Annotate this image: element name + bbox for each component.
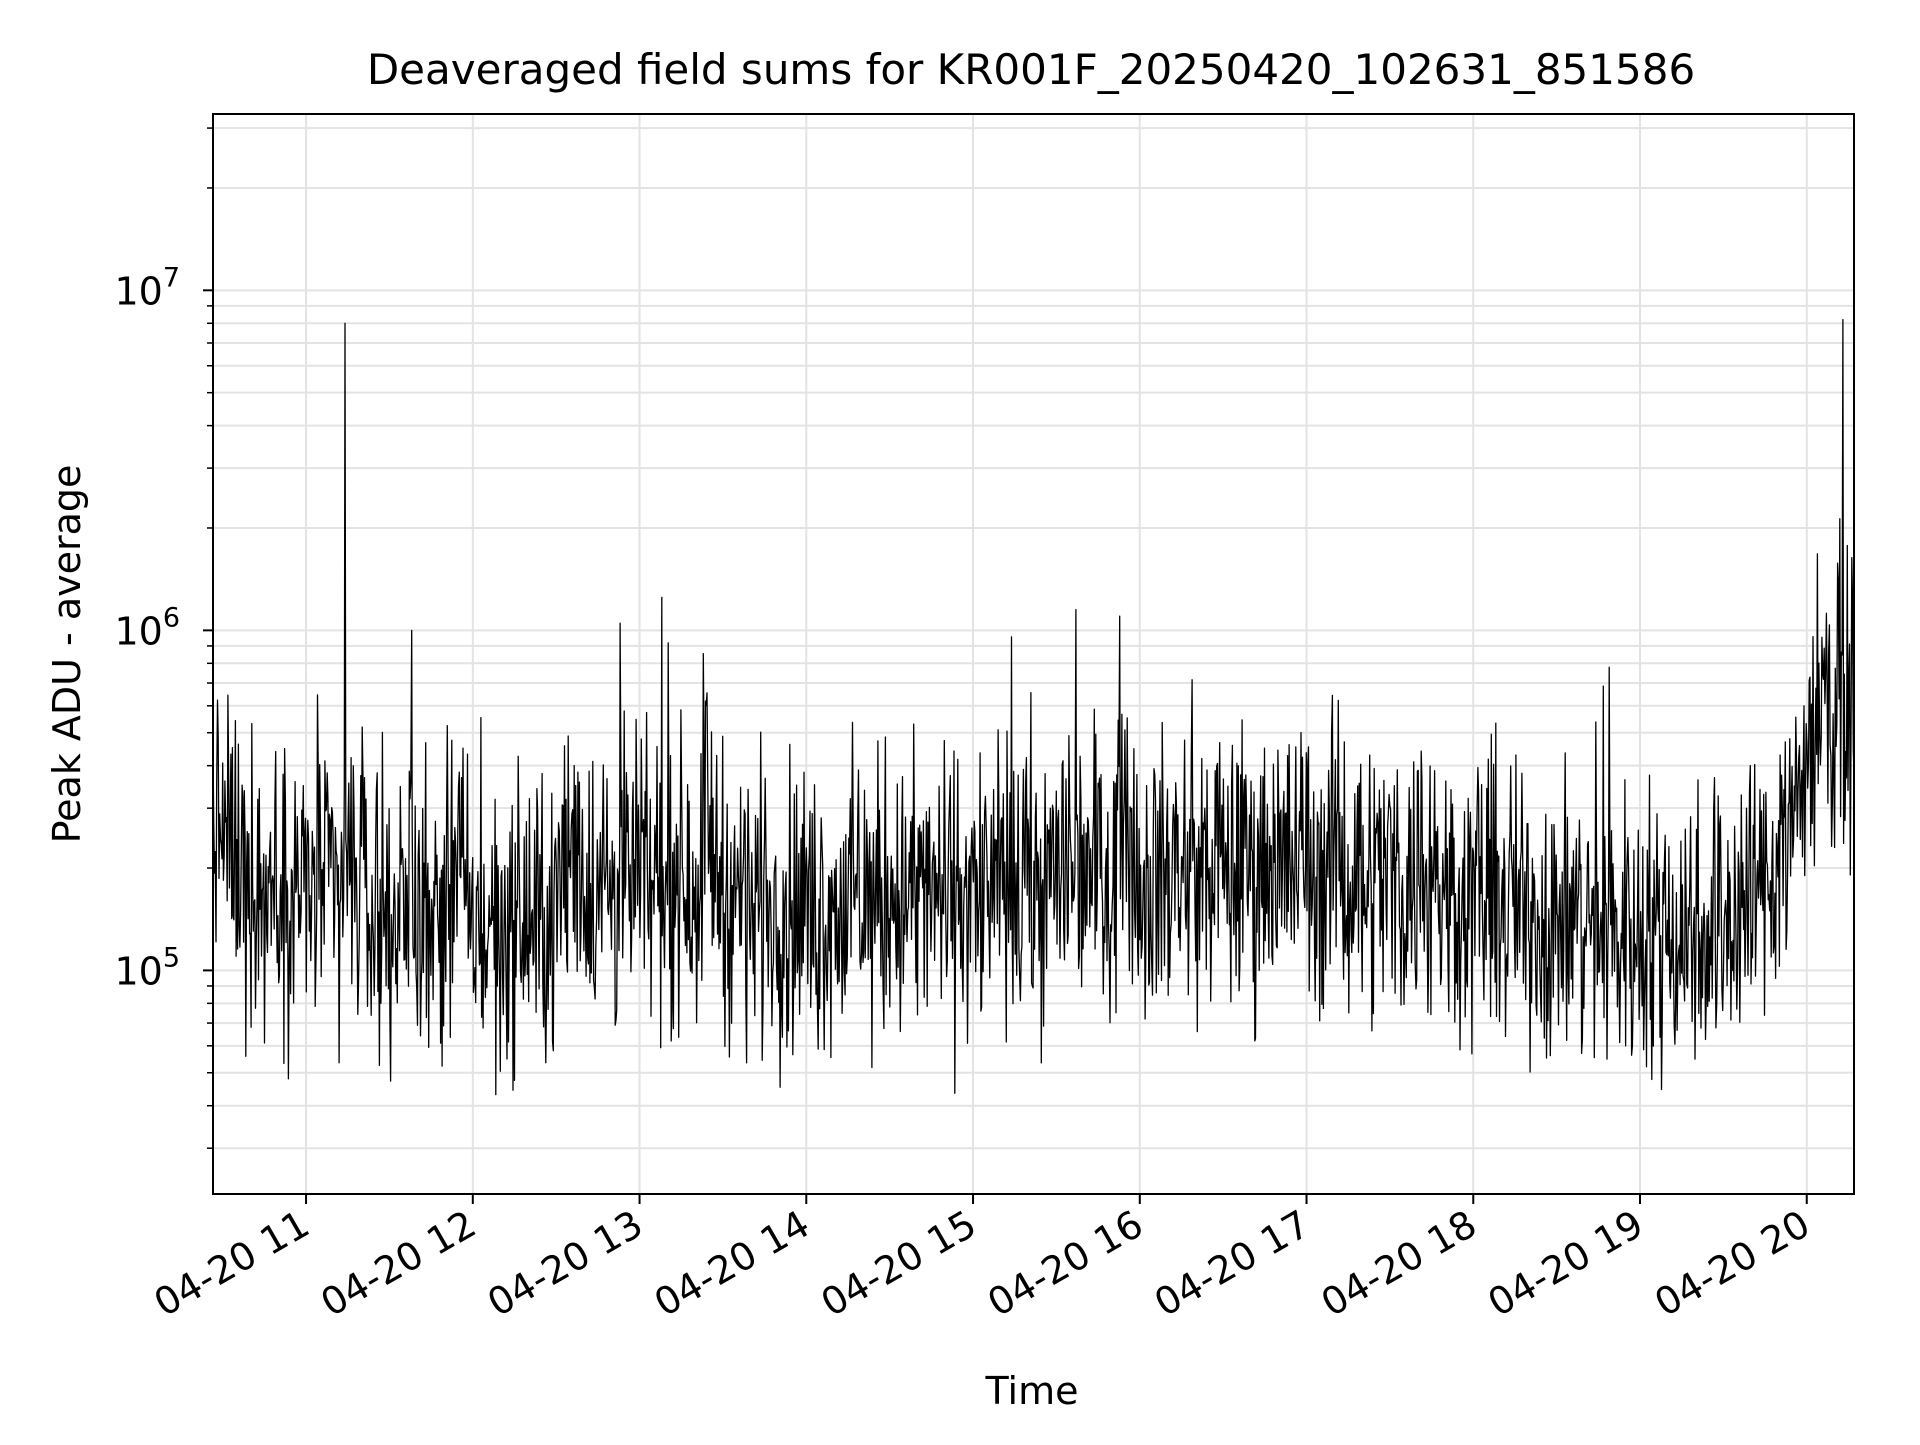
y-tick-label: 107: [114, 262, 180, 313]
x-tick-label: 04-20 13: [480, 1202, 650, 1326]
x-tick-label: 04-20 19: [1481, 1202, 1651, 1326]
x-tick-label: 04-20 14: [647, 1202, 817, 1326]
x-tick-label: 04-20 11: [147, 1202, 317, 1326]
y-axis-label: Peak ADU - average: [45, 465, 89, 844]
y-tick-label: 105: [114, 942, 180, 993]
x-axis-label: Time: [985, 1369, 1079, 1413]
y-tick-label: 106: [114, 602, 180, 653]
x-tick-label: 04-20 18: [1314, 1202, 1484, 1326]
series-line: [212, 318, 1855, 1096]
chart-title: Deaveraged field sums for KR001F_2025042…: [367, 45, 1695, 94]
series-layer: [212, 318, 1855, 1096]
grid: [213, 114, 1854, 1194]
x-tick-label: 04-20 20: [1647, 1202, 1817, 1326]
plot-frame: [212, 113, 1855, 1195]
x-tick-label: 04-20 17: [1147, 1202, 1317, 1326]
x-tick-label: 04-20 12: [313, 1202, 483, 1326]
x-tick-label: 04-20 16: [980, 1202, 1150, 1326]
y-axis: 105 106 107: [114, 127, 213, 1149]
x-tick-label: 04-20 15: [814, 1202, 984, 1326]
